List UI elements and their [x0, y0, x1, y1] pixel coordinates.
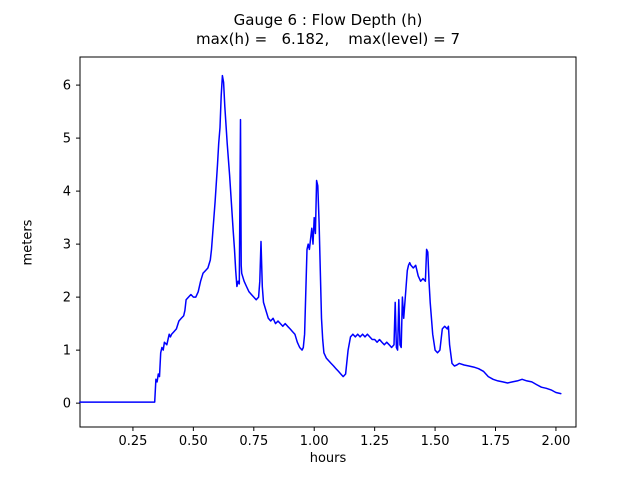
y-tick-label: 2	[63, 291, 71, 306]
x-axis-label: hours	[309, 451, 347, 466]
x-tick-label: 0.25	[118, 434, 147, 449]
x-tick-label: 2.00	[541, 434, 570, 449]
x-tick-label: 1.25	[360, 434, 389, 449]
x-tick-label: 0.50	[179, 434, 208, 449]
x-tick-label: 1.00	[300, 434, 329, 449]
y-tick-label: 1	[63, 344, 71, 359]
x-tick-label: 0.75	[239, 434, 268, 449]
axes-frame	[79, 56, 577, 428]
x-tick-label: 1.50	[421, 434, 450, 449]
y-tick-label: 4	[63, 185, 71, 200]
chart-title-block: Gauge 6 : Flow Depth (h) max(h) = 6.182,…	[80, 11, 576, 49]
chart-subtitle: max(h) = 6.182, max(level) = 7	[195, 30, 461, 48]
y-tick-label: 6	[63, 79, 71, 94]
chart-title: Gauge 6 : Flow Depth (h)	[233, 11, 423, 29]
y-tick-label: 5	[63, 132, 71, 147]
x-tick-label: 1.75	[481, 434, 510, 449]
y-tick-label: 3	[63, 238, 71, 253]
y-axis-label: meters	[20, 219, 36, 266]
y-tick-label: 0	[63, 397, 71, 412]
flow-depth-line	[79, 74, 562, 403]
